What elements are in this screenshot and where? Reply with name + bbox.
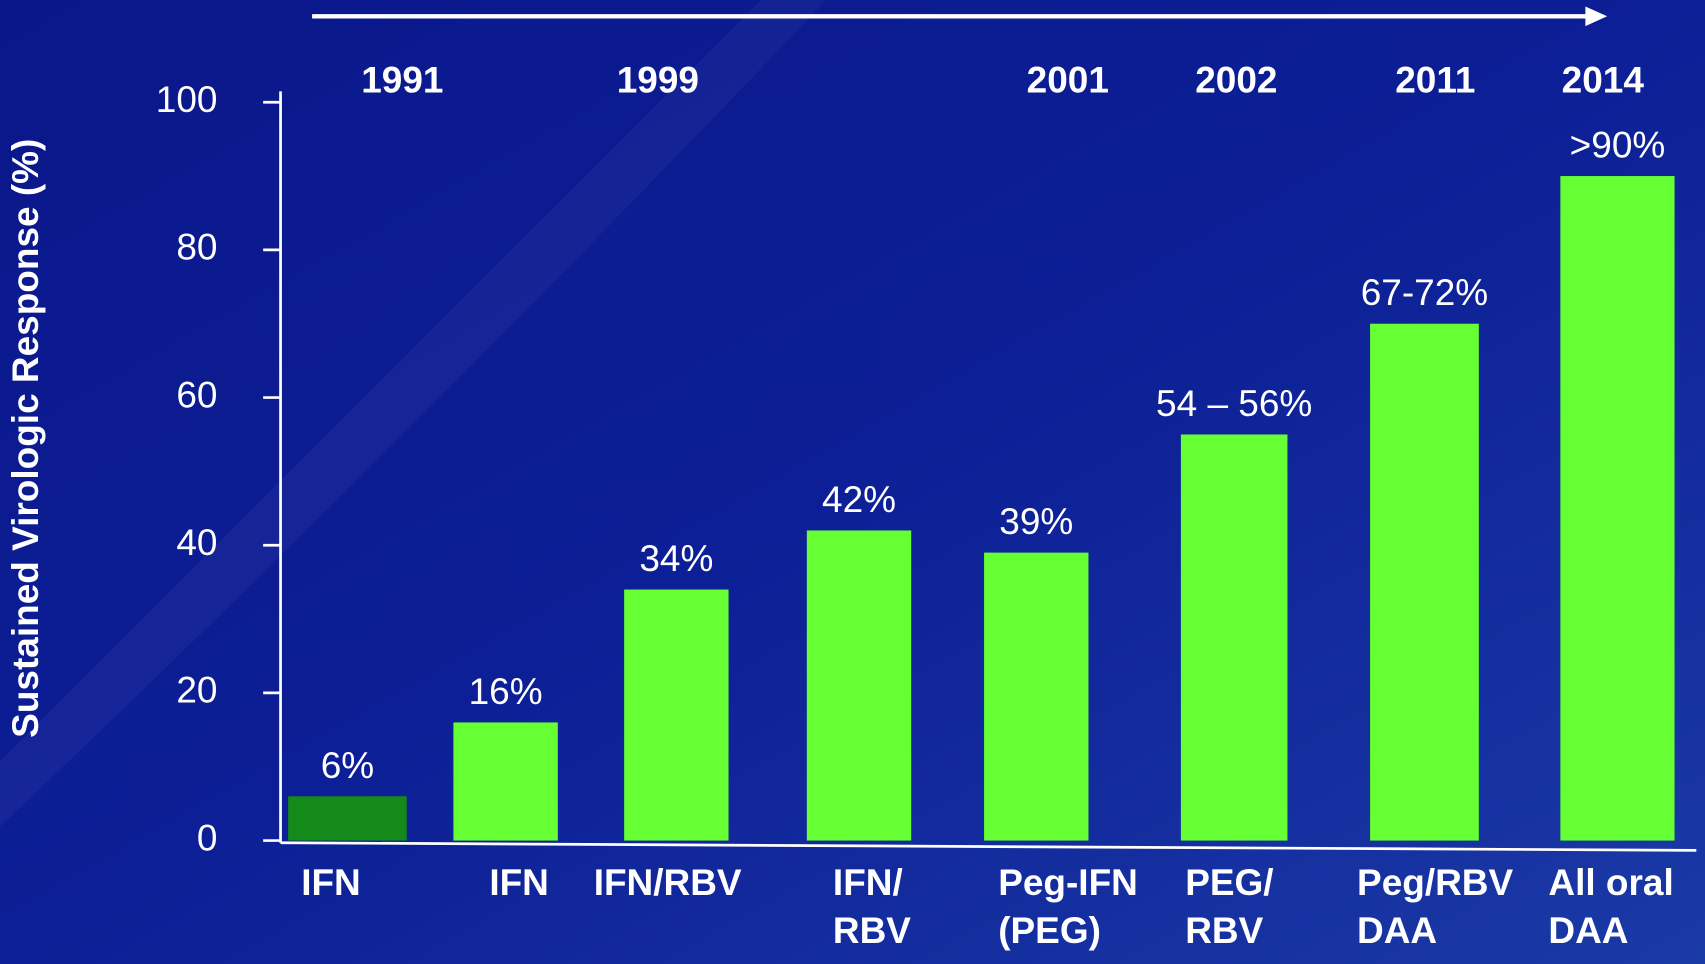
y-tick-label: 80	[176, 227, 217, 268]
y-tick-label: 100	[156, 79, 218, 120]
bar	[1370, 323, 1479, 841]
year-label: 2011	[1395, 59, 1475, 100]
x-tick-label: Peg/RBV DAA	[1357, 862, 1513, 951]
bar	[1560, 176, 1675, 841]
y-tick-label: 0	[197, 817, 218, 858]
x-tick-label: IFN/RBV	[833, 862, 911, 951]
bar	[806, 530, 912, 841]
year-label: 1999	[617, 59, 699, 100]
x-tick-label: All oral DAA	[1548, 862, 1673, 951]
x-tick-label: IFN	[489, 862, 549, 903]
year-label: 2002	[1195, 59, 1277, 100]
y-tick-label: 20	[176, 670, 217, 711]
bar	[624, 589, 729, 841]
value-label: 54 – 56%	[1156, 383, 1312, 424]
y-tick-label: 40	[176, 522, 217, 563]
bar	[984, 552, 1089, 841]
x-axis	[280, 841, 1697, 852]
value-label: 6%	[321, 745, 374, 786]
value-label: 34%	[639, 538, 713, 579]
value-label: 67-72%	[1361, 272, 1488, 313]
x-tick-label: IFN	[301, 862, 361, 903]
bar	[288, 796, 407, 841]
x-tick-label: Peg-IFN (PEG)	[998, 862, 1138, 951]
value-label: 39%	[999, 501, 1073, 542]
background-swoosh	[0, 0, 827, 827]
y-axis-label: Sustained Virologic Response (%)	[5, 139, 46, 738]
x-tick-label: PEG/RBV	[1185, 862, 1273, 951]
timeline-arrowhead	[1585, 6, 1608, 27]
bar	[453, 722, 558, 841]
value-label: >90%	[1570, 125, 1666, 166]
y-tick-label: 60	[176, 374, 217, 415]
bar	[1180, 434, 1288, 841]
year-label: 1991	[361, 59, 443, 100]
value-label: 16%	[469, 671, 543, 712]
year-label: 2001	[1027, 59, 1109, 100]
x-tick-label: IFN/RBV	[594, 862, 742, 903]
year-label: 2014	[1562, 59, 1645, 100]
value-label: 42%	[822, 479, 896, 520]
